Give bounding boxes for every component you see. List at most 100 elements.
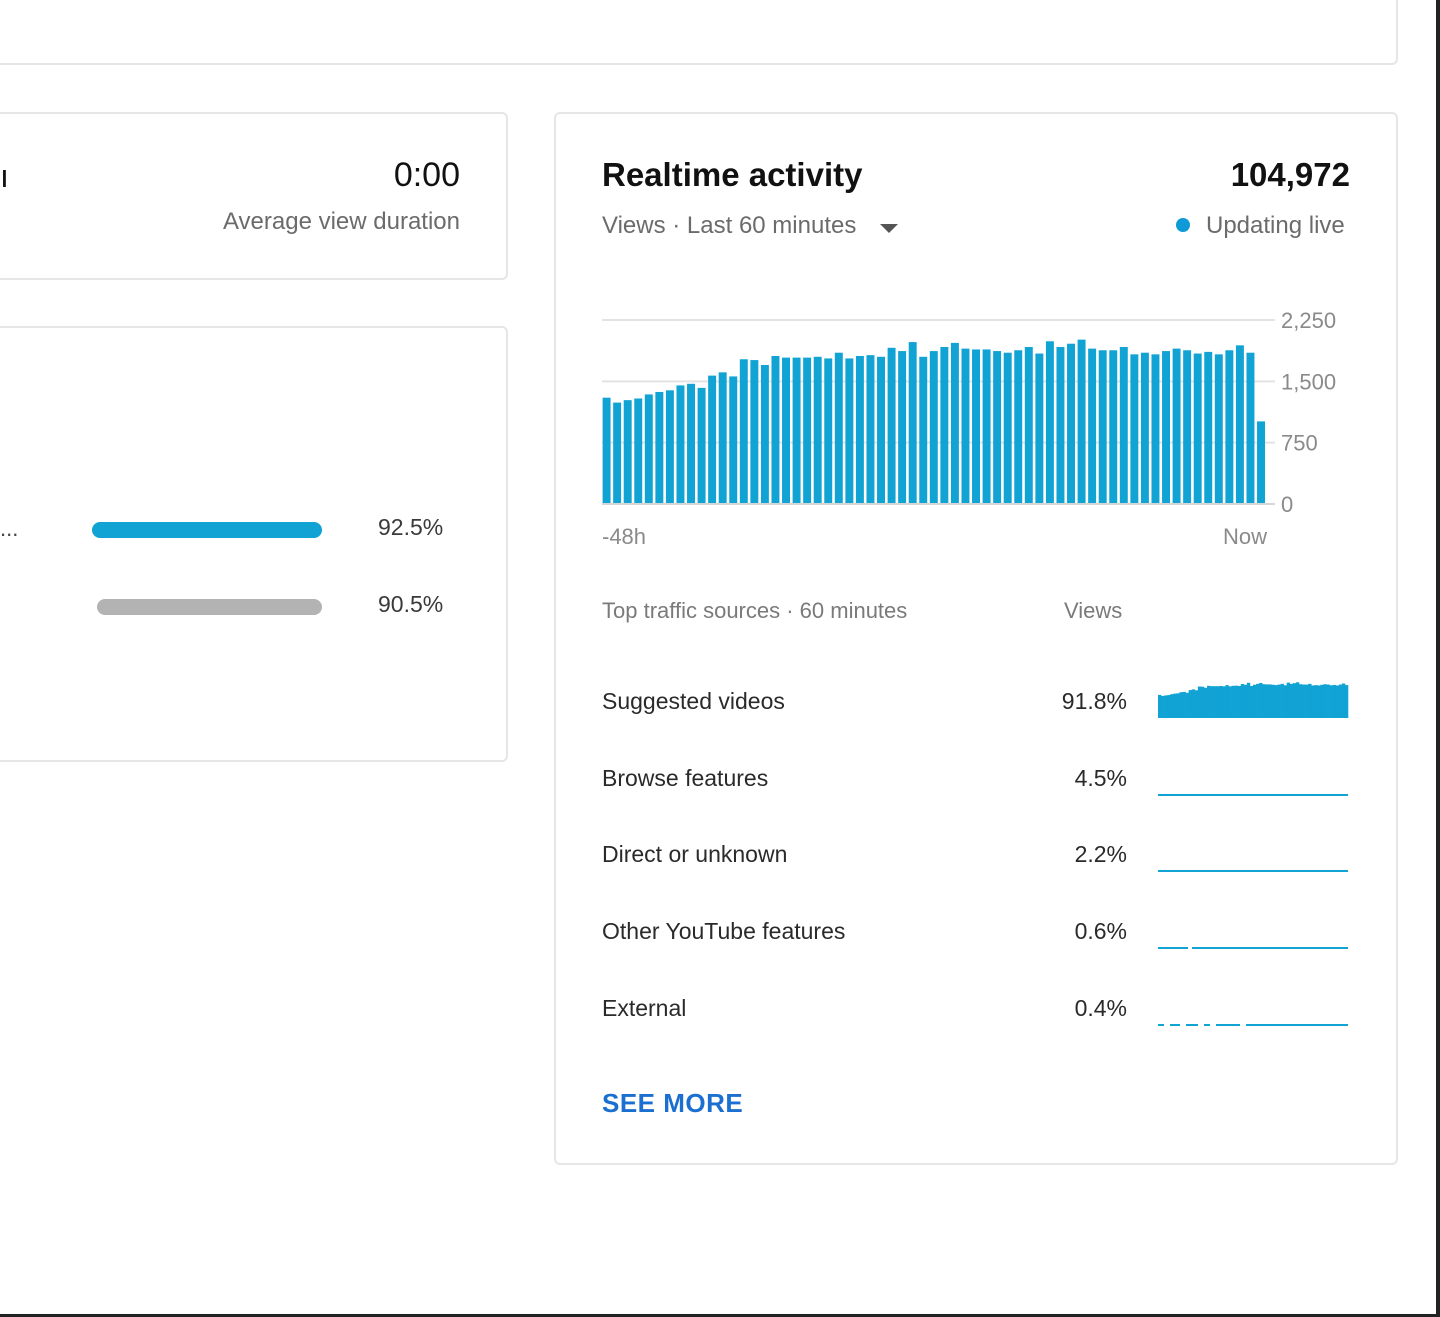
chart-bar [782,357,790,504]
chart-bar [993,351,1002,504]
chart-bar [655,391,664,504]
realtime-period-selector[interactable]: Views · Last 60 minutes [602,212,857,239]
chart-bar [972,349,980,504]
realtime-title: Realtime activity [602,156,863,193]
chart-bar [1035,353,1044,504]
chart-bar [1003,352,1012,504]
sparkline-bar [1194,690,1199,718]
traffic-source-row[interactable]: Other YouTube features 0.6% [602,918,1362,958]
sparkline-bar [1234,685,1238,718]
chart-bar [1246,352,1255,504]
chart-bar [1225,350,1234,504]
chart-bar [824,358,833,504]
sparkline-bar [1216,686,1220,718]
chart-bar [687,383,695,504]
traffic-source-percent: 0.4% [1074,995,1127,1021]
sparkline-bar [1292,683,1297,718]
sparkline-bar [1314,685,1318,718]
sparkline-bar [1203,687,1208,718]
traffic-sparkline [1158,794,1348,796]
chart-bar [1045,341,1054,504]
average-view-duration-label: Average view duration [222,208,460,235]
caret-down-icon[interactable] [880,224,898,233]
chart-bar [877,356,885,504]
sparkline-bar [1308,683,1312,718]
retention-percent: 92.5% [378,514,444,540]
traffic-source-name: Browse features [602,765,769,791]
sparkline-bar [1225,685,1229,718]
chart-bar [1119,346,1128,504]
window-edge [0,1314,1440,1317]
realtime-total-views: 104,972 [1230,156,1350,193]
chart-bar [803,357,812,504]
chart-bar [1172,348,1181,504]
sparkline-bar [1335,685,1340,718]
traffic-source-name: External [602,995,687,1021]
sparkline-bar [1320,684,1324,718]
cropped-metric-label: ı [0,158,9,194]
chart-bar [961,348,970,504]
sparkline-bar [1338,684,1343,718]
chart-bar [1162,351,1170,504]
chart-bar [697,387,706,504]
sparkline-bar [1237,686,1242,718]
sparkline-bar [1305,684,1309,718]
chart-bar [771,355,780,504]
chart-bar [940,346,949,504]
traffic-source-row[interactable]: Browse features 4.5% [602,765,1362,805]
sparkline-bar [1341,683,1346,718]
sparkline-bar [1329,685,1333,718]
sparkline-bar [1164,695,1168,718]
chart-bar [919,356,928,504]
sparkline-bar [1286,682,1291,718]
sparkline-bar [1262,684,1266,718]
see-more-button[interactable]: SEE MORE [602,1088,744,1118]
y-tick-label: 2,250 [1281,308,1336,333]
traffic-source-percent: 0.6% [1074,918,1127,944]
sparkline-bar [1228,686,1232,718]
sparkline-bar [1176,693,1180,718]
chart-bar [1077,339,1086,504]
chart-bar [950,342,959,504]
traffic-sparkline [1158,1024,1348,1026]
traffic-source-row[interactable]: External 0.4% [602,995,1362,1035]
traffic-source-row[interactable]: Direct or unknown 2.2% [602,841,1362,881]
sparkline-bar [1188,690,1193,718]
x-end-label: Now [1223,524,1267,549]
traffic-sparkline [1158,870,1348,872]
sparkline-bar [1283,685,1288,718]
chart-bar [1067,343,1075,504]
sparkline-bar [1249,686,1254,718]
traffic-source-percent: 91.8% [1061,688,1127,714]
chart-bar [834,352,843,504]
chart-bar [760,364,769,504]
chart-bar [623,400,632,504]
sparkline-bar [1240,684,1245,718]
traffic-sparkline [1158,947,1348,949]
sparkline-bar [1185,692,1189,718]
sparkline-bar [1182,691,1186,718]
sparkline-bar [1246,682,1251,718]
traffic-source-row[interactable]: Suggested videos 91.8% [602,682,1362,728]
chart-bar [1140,352,1149,504]
sparkline-bar [1158,694,1162,718]
chart-bar [1204,351,1213,504]
sparkline-bar [1274,685,1278,718]
chart-bar [676,385,685,504]
retention-row: ... 92.5% [0,514,500,552]
chart-bar [1193,353,1202,504]
sparkline-bar [1207,685,1211,718]
sparkline-bar [1280,683,1284,718]
sparkline-bar [1277,684,1281,718]
top-card [0,0,1398,65]
chart-bar [729,376,738,504]
traffic-sparkline [1158,682,1349,718]
chart-bar [1098,350,1107,504]
chart-bar [1014,350,1023,504]
sparkline-bar [1317,685,1321,718]
sparkline-bar [1167,695,1171,718]
live-indicator-icon [1176,218,1190,232]
chart-bar [1024,346,1033,504]
x-start-label: -48h [602,524,646,549]
chart-bar [1088,348,1097,504]
